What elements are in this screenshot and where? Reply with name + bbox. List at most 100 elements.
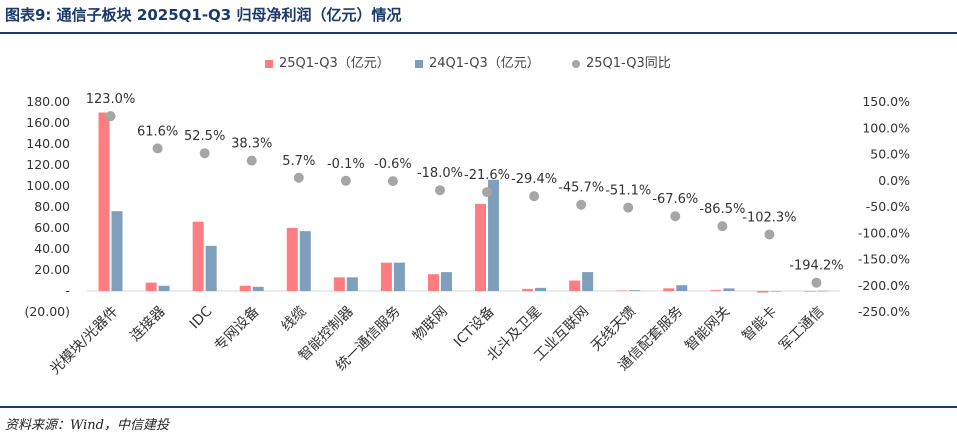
yoy-data-label: -86.5% — [699, 202, 745, 217]
bar-25q — [804, 291, 816, 292]
yoy-data-label: -194.2% — [789, 259, 843, 274]
bar-24q — [676, 285, 688, 291]
title-divider — [0, 32, 957, 34]
yoy-point — [670, 211, 681, 222]
bar-24q — [817, 290, 829, 292]
chart-canvas: 180.00 160.00 140.00 120.00 100.00 80.00 60.00… — [24, 92, 910, 377]
footer-divider — [0, 406, 957, 408]
bar-25q — [380, 262, 392, 291]
yoy-point — [811, 277, 822, 288]
yoy-data-label: -0.1% — [327, 157, 365, 172]
bar-24q — [158, 285, 170, 291]
bar-25q — [475, 203, 487, 291]
yoy-point — [293, 172, 304, 183]
yoy-data-label: 38.3% — [231, 137, 272, 152]
yoy-point — [105, 111, 116, 122]
yoy-data-label: 5.7% — [282, 154, 315, 169]
right-axis-tick-label: 0.0% — [878, 173, 910, 188]
left-axis-tick-label: 100.00 — [26, 178, 70, 193]
category-label: ICT设备 — [450, 303, 498, 351]
left-axis-tick-label: - — [65, 283, 70, 298]
bar-25q — [710, 290, 722, 291]
right-axis-tick-label: -250.0% — [858, 304, 910, 319]
bar-24q — [440, 272, 452, 291]
right-axis-tick-label: 100.0% — [862, 120, 910, 135]
left-axis-tick-label: 180.00 — [26, 94, 70, 109]
yoy-point — [340, 175, 351, 186]
category-label: 物联网 — [410, 304, 451, 345]
bar-24q — [299, 231, 311, 291]
legend-label-25q: 25Q1-Q3（亿元） — [279, 56, 390, 71]
bar-24q — [252, 286, 264, 291]
yoy-point — [764, 229, 775, 240]
bar-24q — [535, 287, 547, 291]
bar-25q — [616, 290, 628, 292]
bar-24q — [346, 277, 358, 291]
left-axis-tick-label: 140.00 — [26, 136, 70, 151]
bar-25q — [569, 280, 581, 291]
legend-label-24q: 24Q1-Q3（亿元） — [429, 56, 540, 71]
yoy-data-label: 123.0% — [86, 92, 136, 107]
yoy-point — [434, 185, 445, 196]
bar-25q — [663, 288, 675, 291]
yoy-data-label: 61.6% — [137, 124, 178, 139]
right-axis-tick-label: -50.0% — [866, 199, 910, 214]
yoy-point — [246, 155, 257, 166]
legend-swatch-24q — [415, 59, 423, 68]
category-label: 智能卡 — [739, 304, 780, 345]
legend-dot-yoy — [572, 59, 580, 68]
bar-24q — [205, 245, 217, 291]
legend-item-24q: 24Q1-Q3（亿元） — [415, 52, 540, 71]
yoy-point — [152, 143, 163, 154]
yoy-point — [199, 148, 210, 159]
bar-24q — [770, 291, 782, 292]
legend-item-25q: 25Q1-Q3（亿元） — [265, 52, 390, 71]
yoy-data-label: 52.5% — [184, 129, 225, 144]
left-axis-tick-label: 160.00 — [26, 115, 70, 130]
bar-24q — [393, 262, 405, 291]
legend-swatch-25q — [265, 59, 273, 68]
yoy-data-label: -0.6% — [374, 157, 412, 172]
yoy-point — [482, 187, 493, 198]
category-label: 连接器 — [127, 303, 169, 345]
legend-item-yoy: 25Q1-Q3同比 — [572, 52, 671, 71]
bar-25q — [192, 221, 204, 291]
yoy-data-label: -21.6% — [464, 168, 510, 183]
bar-25q — [286, 228, 298, 291]
chart-title: 图表9: 通信子板块 2025Q1-Q3 归母净利润（亿元）情况 — [5, 6, 402, 24]
yoy-point — [529, 191, 540, 202]
yoy-data-label: -67.6% — [652, 192, 698, 207]
right-axis-tick-label: -100.0% — [858, 225, 910, 240]
right-axis-tick-label: 150.0% — [862, 94, 910, 109]
left-axis-tick-label: 120.00 — [26, 157, 70, 172]
bar-25q — [757, 291, 769, 293]
yoy-data-label: -29.4% — [511, 172, 557, 187]
left-axis-tick-label: 80.00 — [34, 199, 70, 214]
yoy-point — [623, 202, 634, 213]
yoy-point — [717, 221, 728, 232]
bar-25q — [145, 282, 157, 291]
yoy-data-label: -102.3% — [742, 210, 796, 225]
yoy-point — [387, 176, 398, 187]
bar-24q — [723, 288, 735, 291]
right-axis-tick-label: 50.0% — [870, 147, 910, 162]
left-axis-tick-label: 60.00 — [34, 220, 70, 235]
bar-25q — [239, 285, 251, 291]
yoy-point — [576, 199, 587, 210]
legend-label-yoy: 25Q1-Q3同比 — [586, 56, 671, 71]
left-axis-tick-label: 20.00 — [34, 262, 70, 277]
category-label: 线缆 — [278, 304, 309, 335]
left-axis-tick-label: 40.00 — [34, 241, 70, 256]
bar-24q — [111, 211, 123, 291]
bar-25q — [333, 277, 345, 291]
yoy-data-label: -18.0% — [417, 166, 463, 181]
bar-24q — [582, 272, 594, 291]
category-label: 智能网关 — [682, 304, 733, 355]
bar-24q — [629, 290, 641, 291]
right-axis-tick-label: -200.0% — [858, 278, 910, 293]
yoy-data-label: -51.1% — [605, 184, 651, 199]
source-note: 资料来源：Wind，中信建投 — [5, 418, 169, 433]
legend: 25Q1-Q3（亿元） 24Q1-Q3（亿元） 25Q1-Q3同比 — [0, 52, 957, 74]
right-axis-tick-label: -150.0% — [858, 252, 910, 267]
